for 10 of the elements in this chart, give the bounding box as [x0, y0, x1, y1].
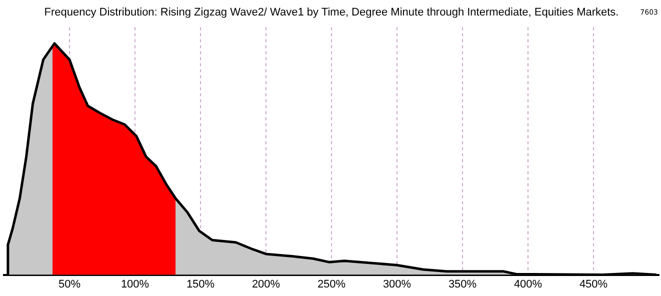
x-tick-label: 250% — [317, 278, 346, 290]
x-tick-label: 50% — [58, 278, 81, 290]
x-tick-label: 400% — [514, 278, 542, 290]
x-tick-label: 450% — [579, 278, 608, 290]
x-tick-label: 300% — [382, 278, 412, 290]
x-tick-label: 350% — [448, 278, 477, 290]
x-tick-label: 100% — [120, 278, 150, 290]
x-tick-label: 200% — [252, 278, 280, 290]
chart-title: Frequency Distribution: Rising Zigzag Wave2/ Wave1 by Time, Degree Minute through Intermediate, Equities Markets. — [44, 6, 619, 19]
x-tick-label: 150% — [186, 278, 215, 290]
